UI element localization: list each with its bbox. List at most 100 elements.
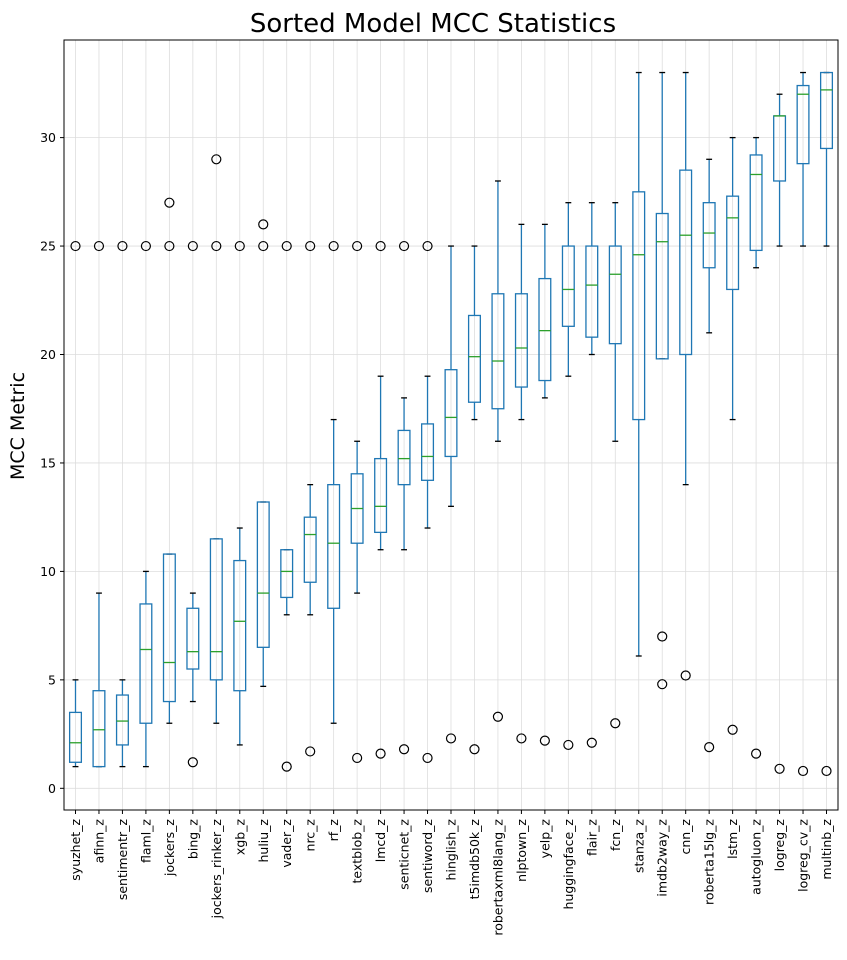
outlier-point	[211, 154, 222, 165]
x-tick-label: stanza_z	[631, 819, 646, 873]
iqr-box	[139, 603, 153, 724]
x-tick-label: flair_z	[584, 819, 599, 856]
outlier-point	[727, 724, 738, 735]
iqr-box	[233, 559, 247, 692]
outlier-point	[539, 735, 550, 746]
box-autogluon_z	[749, 136, 763, 759]
grid	[64, 40, 838, 810]
box-logreg_cv_z	[796, 71, 810, 777]
outlier-point	[492, 711, 504, 722]
box-senticnet_z	[397, 240, 411, 755]
box-syuzhet_z	[68, 240, 83, 768]
box-jockers_rinker_z	[209, 154, 223, 724]
outlier-point	[821, 765, 832, 777]
iqr-box	[209, 538, 223, 681]
x-tick-label: afinn_z	[91, 819, 106, 864]
y-tick-label: 20	[40, 347, 56, 362]
iqr-box	[608, 245, 622, 345]
outlier-point	[774, 763, 785, 774]
box-hinglish_z	[444, 245, 458, 744]
box-rf_z	[327, 240, 341, 724]
x-tick-label: jockers_z	[162, 819, 177, 877]
y-axis-label: MCC Metric	[7, 372, 29, 480]
iqr-box	[162, 553, 176, 703]
x-tick-label: lstm_z	[725, 819, 740, 859]
iqr-box	[702, 202, 716, 269]
outlier-point	[258, 219, 269, 230]
box-lmcd_z	[374, 240, 388, 759]
y-tick-label: 25	[40, 239, 56, 254]
y-tick-label: 15	[40, 455, 56, 470]
iqr-box	[115, 694, 129, 746]
x-tick-label: logreg_cv_z	[796, 819, 811, 892]
box-roberta15lg_z	[702, 158, 716, 753]
outlier-point	[680, 670, 691, 681]
outlier-point	[93, 240, 105, 252]
outlier-point	[422, 240, 433, 252]
outlier-point	[187, 240, 198, 252]
x-tick-label: t5imdb50k_z	[467, 819, 482, 900]
outlier-point	[563, 739, 574, 751]
iqr-box	[303, 516, 317, 583]
outlier-point	[610, 718, 621, 729]
iqr-box	[280, 549, 294, 599]
outlier-point	[211, 240, 222, 252]
x-tick-label: bing_z	[185, 819, 200, 860]
x-axis-ticks: syuzhet_z afinn_z sentimentr_z flaml_z jocke…	[68, 810, 834, 936]
box-multinb_z	[819, 71, 834, 777]
box-robertaxml8lang_z	[491, 180, 505, 722]
iqr-box	[68, 711, 83, 763]
outlier-point	[352, 752, 363, 764]
outlier-point	[398, 240, 410, 252]
iqr-box	[374, 457, 388, 534]
x-tick-label: nlptown_z	[514, 819, 529, 882]
chart-title: Sorted Model MCC Statistics	[250, 9, 616, 39]
x-tick-label: huggingface_z	[561, 819, 576, 910]
box-flaml_z	[139, 240, 153, 768]
outlier-point	[516, 733, 527, 744]
x-tick-label: sentiword_z	[420, 819, 435, 893]
y-axis-ticks: 0 5 10 15 20 25 30	[40, 130, 64, 796]
outlier-point	[469, 744, 480, 755]
x-tick-label: syuzhet_z	[68, 819, 83, 881]
iqr-box	[467, 314, 481, 403]
outlier-point	[234, 240, 245, 252]
outlier-point	[704, 741, 715, 753]
iqr-box	[327, 483, 341, 609]
iqr-box	[726, 195, 740, 291]
iqr-box	[256, 501, 270, 648]
x-tick-label: roberta15lg_z	[702, 819, 717, 905]
box-cnn_z	[679, 71, 693, 681]
box-stanza_z	[632, 71, 646, 657]
box-xgb_z	[233, 240, 247, 746]
box-lstm_z	[726, 136, 740, 735]
x-tick-label: textblob_z	[350, 819, 365, 884]
outlier-point	[281, 761, 292, 772]
x-tick-label: autogluon_z	[749, 819, 764, 895]
x-tick-label: yelp_z	[537, 819, 552, 859]
iqr-box	[561, 245, 575, 327]
x-tick-label: lmcd_z	[373, 819, 388, 863]
box-sentimentr_z	[115, 240, 129, 768]
iqr-box	[397, 429, 411, 486]
iqr-box	[819, 71, 834, 150]
x-tick-label: imdb2way_z	[655, 819, 670, 897]
x-tick-label: sentimentr_z	[115, 819, 130, 901]
box-flair_z	[585, 202, 599, 748]
iqr-box	[444, 369, 458, 458]
x-tick-label: cnn_z	[678, 819, 693, 855]
outlier-point	[398, 744, 410, 755]
x-tick-label: xgb_z	[232, 819, 247, 856]
box-yelp_z	[538, 223, 552, 746]
outlier-point	[328, 240, 339, 252]
y-tick-label: 10	[40, 564, 56, 579]
box-t5imdb50k_z	[467, 245, 481, 755]
x-tick-label: robertaxml8lang_z	[490, 819, 505, 936]
outlier-point	[352, 240, 363, 252]
iqr-box	[749, 154, 763, 252]
box-jockers_z	[162, 197, 176, 724]
y-tick-label: 5	[48, 672, 56, 687]
box-fcn_z	[608, 202, 622, 729]
y-tick-label: 30	[40, 130, 56, 145]
outlier-point	[305, 746, 316, 757]
